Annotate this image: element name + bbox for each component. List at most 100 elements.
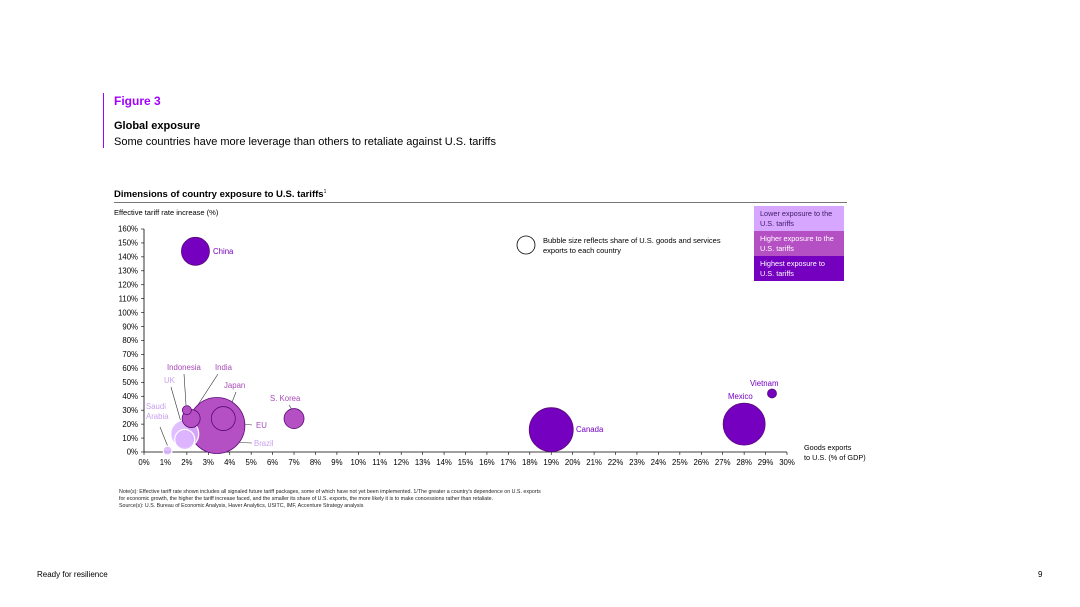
y-tick-label: 60% <box>122 364 138 373</box>
bubble-label-india: India <box>215 363 233 372</box>
bubble-indonesia <box>181 405 192 416</box>
bubble-label-mexico: Mexico <box>728 392 753 401</box>
y-tick-label: 10% <box>122 434 138 443</box>
y-tick-label: 110% <box>119 294 138 303</box>
x-tick-label: 25% <box>672 458 688 467</box>
x-tick-label: 29% <box>758 458 774 467</box>
x-axis-title: Goods exports to U.S. (% of GDP) <box>804 443 866 462</box>
chart-legend: Lower exposure to the U.S. tariffs Higher… <box>754 206 844 281</box>
y-axis-title: Effective tariff rate increase (%) <box>114 208 219 217</box>
x-axis-title-line1: Goods exports <box>804 443 852 452</box>
x-tick-label: 14% <box>436 458 452 467</box>
bubble-size-key <box>516 235 536 255</box>
bubble-vietnam <box>767 388 777 399</box>
y-tick-label: 90% <box>122 322 138 331</box>
x-tick-label: 18% <box>522 458 538 467</box>
bubble-label-saudi-arabia: Saudi Arabia <box>146 402 169 421</box>
y-tick-label: 50% <box>122 378 138 387</box>
bubble-label-japan: Japan <box>224 381 245 390</box>
leader-eu <box>243 423 253 426</box>
bubble-label-eu: EU <box>256 421 267 430</box>
y-tick-label: 40% <box>122 392 138 401</box>
x-tick-label: 13% <box>415 458 431 467</box>
x-tick-label: 26% <box>693 458 709 467</box>
x-tick-label: 24% <box>651 458 667 467</box>
bubble-saudi-arabia <box>162 445 173 456</box>
bubbles <box>162 236 777 456</box>
figure-label: Figure 3 <box>114 94 161 108</box>
chart-title-footnote: 1 <box>323 189 327 195</box>
bubble-label-vietnam: Vietnam <box>750 379 778 388</box>
x-tick-label: 23% <box>629 458 645 467</box>
x-tick-label: 10% <box>351 458 367 467</box>
chart-title-text: Dimensions of country exposure to U.S. t… <box>114 189 324 201</box>
leader-indonesia <box>183 373 187 406</box>
x-tick-label: 28% <box>736 458 752 467</box>
x-tick-label: 2% <box>181 458 192 467</box>
y-tick-label: 20% <box>122 420 138 429</box>
chart-axes: 0% 10% 20% 30% 40% 50% 60% 70% 80% 90% 100% 110% 120… <box>118 225 795 467</box>
figure-title: Global exposure <box>114 120 201 132</box>
note-line-2: for economic growth, the higher the tari… <box>119 496 494 502</box>
x-tick-label: 7% <box>288 458 299 467</box>
y-tick-label: 100% <box>118 308 138 317</box>
bubble-label-s-korea: S. Korea <box>270 394 301 403</box>
y-tick-label: 80% <box>122 336 138 345</box>
figure-accent-bar <box>103 93 104 148</box>
x-tick-label: 21% <box>586 458 602 467</box>
x-tick-label: 5% <box>246 458 257 467</box>
y-tick-label: 30% <box>122 406 138 415</box>
bubble-japan <box>210 406 236 431</box>
bubble-mexico <box>722 402 766 446</box>
chart-title-rule <box>114 202 847 203</box>
x-tick-label: 17% <box>501 458 517 467</box>
x-tick-label: 20% <box>565 458 581 467</box>
x-tick-label: 27% <box>715 458 731 467</box>
bubble-label-brazil: Brazil <box>254 439 274 448</box>
x-tick-label: 6% <box>267 458 278 467</box>
footer-title: Ready for resilience <box>37 570 108 579</box>
x-tick-label: 30% <box>779 458 795 467</box>
x-tick-label: 16% <box>479 458 495 467</box>
y-tick-label: 150% <box>118 239 138 248</box>
y-tick-label: 160% <box>118 225 138 234</box>
chart-notes: Note(s): Effective tariff rate shown inc… <box>119 489 679 510</box>
bubble-label-indonesia: Indonesia <box>167 363 201 372</box>
bubble-canada <box>528 407 574 453</box>
bubble-label-canada: Canada <box>576 425 604 434</box>
x-tick-label: 1% <box>160 458 171 467</box>
chart-title: Dimensions of country exposure to U.S. t… <box>114 189 326 200</box>
x-tick-label: 12% <box>393 458 409 467</box>
x-tick-label: 3% <box>203 458 214 467</box>
x-tick-label: 11% <box>372 458 387 467</box>
bubble-brazil <box>174 428 196 451</box>
bubble-size-key-circle <box>516 235 536 255</box>
y-tick-label: 140% <box>118 253 138 262</box>
y-tick-label: 120% <box>118 280 138 289</box>
x-axis-title-line2: to U.S. (% of GDP) <box>804 452 866 462</box>
legend-item-3: Highest exposure to U.S. tariffs <box>754 256 844 281</box>
bubble-s-korea <box>283 408 305 429</box>
x-tick-label: 9% <box>331 458 342 467</box>
bubble-label-uk: UK <box>164 376 176 385</box>
bubble-size-note: Bubble size reflects share of U.S. goods… <box>543 236 721 255</box>
leader-uk <box>170 386 182 423</box>
y-tick-label: 0% <box>127 448 138 457</box>
y-tick-label: 130% <box>118 267 138 276</box>
leader-saudi-arabia <box>159 426 169 448</box>
x-tick-label: 22% <box>608 458 624 467</box>
x-tick-label: 15% <box>458 458 474 467</box>
y-tick-label: 70% <box>122 350 138 359</box>
x-tick-label: 4% <box>224 458 235 467</box>
figure-subtitle: Some countries have more leverage than o… <box>114 136 496 148</box>
source-line: Source(s): U.S. Bureau of Economic Analy… <box>119 503 364 509</box>
bubble-labels: China Canada Mexico Vietnam EU Japan S. Korea I… <box>146 247 778 448</box>
legend-item-2: Higher exposure to the U.S. tariffs <box>754 231 844 256</box>
x-tick-label: 0% <box>138 458 149 467</box>
legend-item-1: Lower exposure to the U.S. tariffs <box>754 206 844 231</box>
bubble-label-china: China <box>213 247 234 256</box>
x-tick-label: 19% <box>543 458 559 467</box>
note-line-1: Note(s): Effective tariff rate shown inc… <box>119 489 541 495</box>
page-number: 9 <box>1038 570 1043 579</box>
